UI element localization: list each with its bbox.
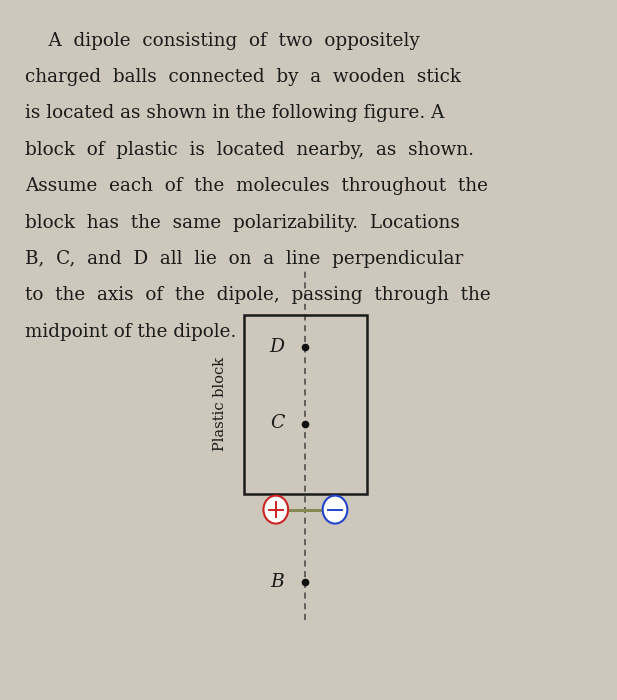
Text: D: D [270,337,284,356]
Text: Plastic block: Plastic block [213,357,227,452]
Text: B,  C,  and  D  all  lie  on  a  line  perpendicular: B, C, and D all lie on a line perpendicu… [25,250,463,268]
Text: charged  balls  connected  by  a  wooden  stick: charged balls connected by a wooden stic… [25,68,461,86]
Circle shape [323,496,347,524]
Text: to  the  axis  of  the  dipole,  passing  through  the: to the axis of the dipole, passing throu… [25,286,491,304]
Bar [244,315,367,494]
Text: B: B [271,573,284,592]
Text: A  dipole  consisting  of  two  oppositely: A dipole consisting of two oppositely [25,32,420,50]
Text: midpoint of the dipole.: midpoint of the dipole. [25,323,236,341]
Text: C: C [270,414,284,433]
Text: Assume  each  of  the  molecules  throughout  the: Assume each of the molecules throughout … [25,177,487,195]
Text: block  of  plastic  is  located  nearby,  as  shown.: block of plastic is located nearby, as s… [25,141,474,159]
Text: block  has  the  same  polarizability.  Locations: block has the same polarizability. Locat… [25,214,460,232]
Circle shape [263,496,288,524]
Text: is located as shown in the following figure. A: is located as shown in the following fig… [25,104,444,122]
